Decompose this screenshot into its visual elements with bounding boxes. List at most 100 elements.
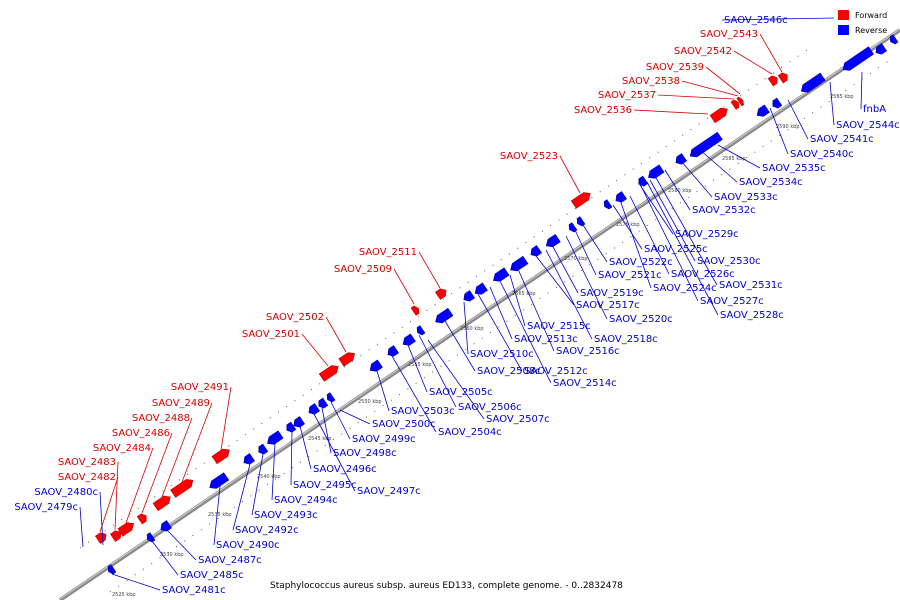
gene-label[interactable]: SAOV_2540c	[790, 149, 854, 160]
gene-label[interactable]: SAOV_2483	[58, 457, 116, 468]
reverse-gene-arrow	[326, 392, 336, 403]
gene-label[interactable]: SAOV_2536	[574, 105, 632, 116]
gene-label[interactable]: SAOV_2482	[58, 472, 116, 483]
gene-label[interactable]: SAOV_2514c	[553, 378, 617, 389]
gene-label[interactable]: SAOV_2499c	[352, 434, 416, 445]
gene-label[interactable]: SAOV_2532c	[692, 205, 756, 216]
forward-gene-arrow	[410, 305, 420, 316]
gene-label[interactable]: SAOV_2531c	[719, 280, 783, 291]
gene-label[interactable]: SAOV_2534c	[739, 177, 803, 188]
gene-label[interactable]: SAOV_2523	[500, 151, 558, 162]
gene-label[interactable]: SAOV_2479c	[14, 502, 78, 513]
reverse-gene-arrow	[387, 345, 400, 357]
gene-leader-line	[151, 540, 179, 576]
gene-leader-line	[829, 81, 835, 126]
gene-label[interactable]: SAOV_2537	[598, 90, 656, 101]
gene-label[interactable]: SAOV_2538	[622, 76, 680, 87]
kbp-tick-label: 2545 kbp	[308, 436, 332, 442]
gene-label[interactable]: SAOV_2530c	[697, 256, 761, 267]
gene-label[interactable]: SAOV_2513c	[514, 334, 578, 345]
gene-label[interactable]: SAOV_2509	[334, 264, 392, 275]
gene-label[interactable]: SAOV_2520c	[609, 314, 673, 325]
reverse-gene-arrow	[889, 34, 899, 45]
gene-label[interactable]: SAOV_2539	[646, 62, 704, 73]
gene-label[interactable]: SAOV_2515c	[527, 321, 591, 332]
gene-label[interactable]: SAOV_2519c	[580, 288, 644, 299]
gene-label[interactable]: SAOV_2505c	[429, 387, 493, 398]
gene-label[interactable]: SAOV_2480c	[34, 487, 98, 498]
forward-gene-arrow	[170, 479, 194, 498]
gene-leader-line	[114, 461, 119, 531]
gene-label[interactable]: SAOV_2529c	[675, 229, 739, 240]
gene-label[interactable]: SAOV_2542	[674, 46, 732, 57]
gene-label[interactable]: SAOV_2502	[266, 312, 324, 323]
gene-label[interactable]: SAOV_2522c	[609, 257, 673, 268]
gene-label[interactable]: SAOV_2508c	[477, 366, 541, 377]
gene-label[interactable]: SAOV_2492c	[235, 525, 299, 536]
gene-label[interactable]: SAOV_2503c	[391, 406, 455, 417]
gene-label[interactable]: SAOV_2527c	[700, 296, 764, 307]
gene-label[interactable]: fnbA	[863, 104, 886, 115]
gene-label[interactable]: SAOV_2526c	[671, 269, 735, 280]
gene-label[interactable]: SAOV_2521c	[598, 270, 662, 281]
gene-label[interactable]: SAOV_2497c	[357, 486, 421, 497]
gene-label[interactable]: SAOV_2541c	[810, 134, 874, 145]
gene-label[interactable]: SAOV_2490c	[216, 540, 280, 551]
forward-gene-arrow	[570, 192, 591, 209]
gene-label[interactable]: SAOV_2481c	[162, 585, 226, 596]
gene-leader-line	[301, 333, 329, 367]
gene-leader-line	[418, 251, 441, 289]
gene-leader-line	[509, 274, 526, 327]
legend: Forward Reverse	[838, 10, 887, 35]
gene-label[interactable]: SAOV_2488	[132, 413, 190, 424]
gene-label[interactable]: SAOV_2504c	[438, 427, 502, 438]
gene-label[interactable]: SAOV_2485c	[180, 570, 244, 581]
gene-label[interactable]: SAOV_2506c	[458, 402, 522, 413]
gene-label[interactable]: SAOV_2525c	[644, 244, 708, 255]
gene-label[interactable]: SAOV_2491	[171, 382, 229, 393]
gene-label[interactable]: SAOV_2486	[112, 428, 170, 439]
gene-label[interactable]: SAOV_2518c	[594, 334, 658, 345]
gene-label[interactable]: SAOV_2533c	[714, 192, 778, 203]
gene-leader-line	[654, 175, 718, 286]
gene-label[interactable]: SAOV_2487c	[198, 555, 262, 566]
gene-leader-line	[330, 401, 351, 440]
gene-label[interactable]: SAOV_2494c	[274, 495, 338, 506]
gene-label[interactable]: SAOV_2495c	[293, 480, 357, 491]
legend-reverse-swatch	[838, 25, 849, 35]
gene-leader-line	[565, 235, 608, 320]
gene-label[interactable]: SAOV_2496c	[313, 464, 377, 475]
gene-leader-line	[99, 476, 119, 533]
gene-label[interactable]: SAOV_2500c	[372, 419, 436, 430]
gene-label[interactable]: SAOV_2507c	[486, 414, 550, 425]
gene-label[interactable]: SAOV_2546c	[724, 15, 788, 26]
kbp-tick-label: 2560 kbp	[460, 326, 484, 332]
reverse-gene-arrow	[160, 520, 173, 532]
reverse-gene-arrow	[318, 397, 329, 409]
gene-label[interactable]: SAOV_2517c	[576, 300, 640, 311]
gene-label[interactable]: SAOV_2501	[242, 329, 300, 340]
gene-label[interactable]: SAOV_2524c	[653, 283, 717, 294]
gene-label[interactable]: SAOV_2498c	[333, 448, 397, 459]
gene-label[interactable]: SAOV_2544c	[836, 120, 900, 131]
gene-label[interactable]: SAOV_2484	[93, 443, 151, 454]
leader-line-layer	[79, 17, 863, 591]
reverse-gene-arrow	[243, 453, 256, 465]
forward-gene-arrow	[736, 96, 745, 107]
gene-label[interactable]: SAOV_2528c	[720, 310, 784, 321]
gene-label[interactable]: SAOV_2493c	[254, 510, 318, 521]
gene-label[interactable]: SAOV_2510c	[470, 349, 534, 360]
gene-leader-line	[612, 204, 643, 250]
kbp-tick-label: 2530 kbp	[160, 552, 184, 558]
gene-leader-line	[733, 50, 773, 75]
gene-label[interactable]: SAOV_2543	[700, 29, 758, 40]
gene-label[interactable]: SAOV_2489	[152, 398, 210, 409]
gene-leader-line	[860, 71, 863, 110]
gene-label[interactable]: SAOV_2512c	[524, 366, 588, 377]
gene-label[interactable]: SAOV_2516c	[556, 346, 620, 357]
reverse-gene-arrow	[402, 333, 416, 346]
reverse-gene-arrow	[293, 416, 306, 428]
gene-label[interactable]: SAOV_2535c	[762, 163, 826, 174]
kbp-tick-label: 2565 kbp	[512, 291, 536, 297]
gene-label[interactable]: SAOV_2511	[359, 247, 417, 258]
